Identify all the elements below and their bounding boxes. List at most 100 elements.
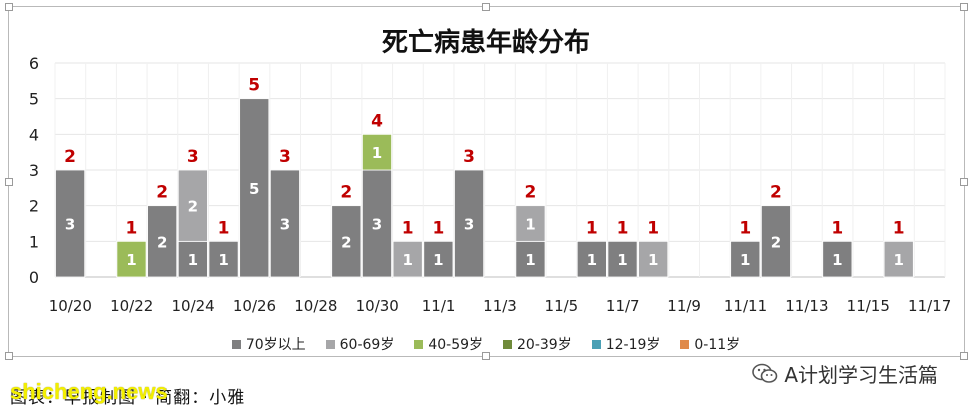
x-tick-label: 11/1 [422,297,456,315]
total-label: 1 [647,218,659,238]
bar-segment [760,205,791,278]
legend-item: 0-11岁 [680,334,740,354]
segment-label: 1 [525,216,535,234]
bar-segment [177,169,208,242]
segment-label: 2 [188,198,198,216]
legend-item: 70岁以上 [231,334,306,354]
bar: 3 1 4 [361,111,392,278]
image-caption: 图表：早报制图 · 简翻：小雅 shicheng.news [10,379,245,408]
segment-label: 1 [402,251,412,269]
bar: 22 [760,183,791,278]
x-tick-label: 10/20 [49,297,92,315]
bar: 22 [331,183,362,278]
segment-label: 1 [587,251,597,269]
total-label: 5 [248,76,260,96]
bar: 11 [423,218,454,278]
legend-label: 0-11岁 [694,337,741,353]
chart-frame [8,6,965,357]
segment-label: 1 [433,251,443,269]
legend-swatch [231,339,241,349]
y-axis: 0 1 2 3 4 5 6 [29,54,39,287]
segment-label: 1 [648,251,658,269]
total-label: 4 [371,111,383,131]
resize-handle[interactable] [5,3,13,11]
bar: 33 [454,147,485,278]
x-tick-label: 11/9 [667,297,701,315]
bar: 33 [269,147,300,278]
bar-segment [269,169,300,278]
segment-label: 1 [126,251,136,269]
total-label: 1 [402,218,414,238]
resize-handle[interactable] [960,352,968,360]
segment-label: 1 [218,251,228,269]
wechat-account-name: A计划学习生活篇 [784,363,938,387]
legend-item: 60-69岁 [325,334,395,354]
total-label: 1 [218,218,230,238]
legend-item: 12-19岁 [591,334,660,354]
x-tick-label: 11/5 [545,297,579,315]
x-tick-label: 11/11 [724,297,767,315]
legend-swatch [414,339,424,349]
bar-segment [177,240,208,278]
resize-handle[interactable] [960,178,968,186]
y-tick-label: 3 [29,161,39,180]
resize-handle[interactable] [482,352,490,360]
segment-label: 3 [464,216,474,234]
x-tick-label: 11/13 [785,297,828,315]
bar: 11 [576,218,607,278]
total-label: 2 [770,183,782,203]
resize-handle[interactable] [960,3,968,11]
total-label: 3 [279,147,291,167]
bar-segment [208,240,239,278]
total-label: 1 [739,218,751,238]
legend-label: 60-69岁 [339,337,395,353]
resize-handle[interactable] [5,178,13,186]
wechat-icon [752,363,778,385]
resize-handle[interactable] [5,352,13,360]
bar-segment [147,205,178,278]
legend-label: 20-39岁 [517,337,572,353]
bar-segment [116,240,147,278]
segment-label: 2 [341,233,351,251]
segment-label: 1 [893,251,903,269]
segment-label: 1 [525,251,535,269]
x-tick-label: 11/15 [847,297,890,315]
total-label: 1 [586,218,598,238]
bar-segment [576,240,607,278]
legend-swatch [591,339,601,349]
bar: 11 [392,218,423,278]
bar: 11 [883,218,914,278]
segment-label: 1 [832,251,842,269]
segment-label: 1 [617,251,627,269]
legend-swatch [503,339,513,349]
resize-handle[interactable] [482,3,490,11]
segment-label: 1 [740,251,750,269]
total-label: 2 [525,183,537,203]
bar: 11 [208,218,239,278]
segment-label: 5 [249,180,259,198]
bar-segment [423,240,454,278]
legend-item: 20-39岁 [503,334,572,354]
x-tick-label: 10/24 [171,297,214,315]
x-tick-label: 10/30 [356,297,399,315]
total-label: 1 [432,218,444,238]
total-label: 3 [187,147,199,167]
bar-segment [607,240,638,278]
bar: 11 [730,218,761,278]
legend-swatch [680,339,690,349]
total-label: 1 [893,218,905,238]
legend-label: 70岁以上 [245,337,306,353]
bar-segment [822,240,853,278]
bar-segment [392,240,423,278]
total-label: 1 [617,218,629,238]
bar: 55 [239,76,270,278]
x-axis: 10/20 10/22 10/24 10/26 10/28 10/30 11/1 11/3 11… [49,297,952,315]
bar-segment [55,169,86,278]
total-label: 2 [156,183,168,203]
x-tick-label: 11/7 [606,297,640,315]
bar-segment [515,205,546,242]
x-tick-label: 10/26 [233,297,276,315]
segment-label: 3 [372,216,382,234]
